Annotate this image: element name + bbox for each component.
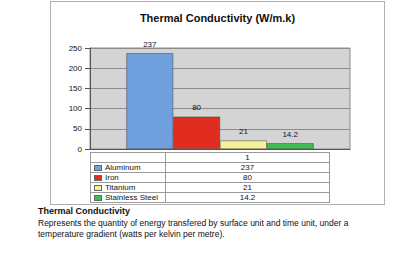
html-text:237: 237 xyxy=(240,163,255,172)
html-text:Stainless Steel: Stainless Steel xyxy=(105,193,158,202)
html-text:1: 1 xyxy=(245,153,250,162)
svg-text:0: 0 xyxy=(78,145,83,154)
svg-text:237: 237 xyxy=(143,40,157,49)
svg-text:50: 50 xyxy=(73,124,82,133)
html-text:Thermal Conductivity: Thermal Conductivity xyxy=(38,206,130,216)
svg-text:250: 250 xyxy=(69,44,83,53)
html-text:80: 80 xyxy=(243,173,252,182)
svg-text:100: 100 xyxy=(69,104,83,113)
html-text:Represents the quantity of ene: Represents the quantity of energy transf… xyxy=(38,218,349,239)
svg-text:Thermal Conductivity (W/m.k): Thermal Conductivity (W/m.k) xyxy=(140,12,296,24)
html-text:Iron: Iron xyxy=(105,173,119,182)
svg-text:200: 200 xyxy=(69,64,83,73)
html-text:Titanium: Titanium xyxy=(105,183,136,192)
html-text:Aluminum: Aluminum xyxy=(105,163,141,172)
html-text:21: 21 xyxy=(243,183,252,192)
svg-text:150: 150 xyxy=(69,84,83,93)
html-text:14.2: 14.2 xyxy=(239,193,256,202)
svg-text:80: 80 xyxy=(192,103,201,112)
svg-text:14.2: 14.2 xyxy=(282,130,298,139)
svg-text:21: 21 xyxy=(239,127,248,136)
